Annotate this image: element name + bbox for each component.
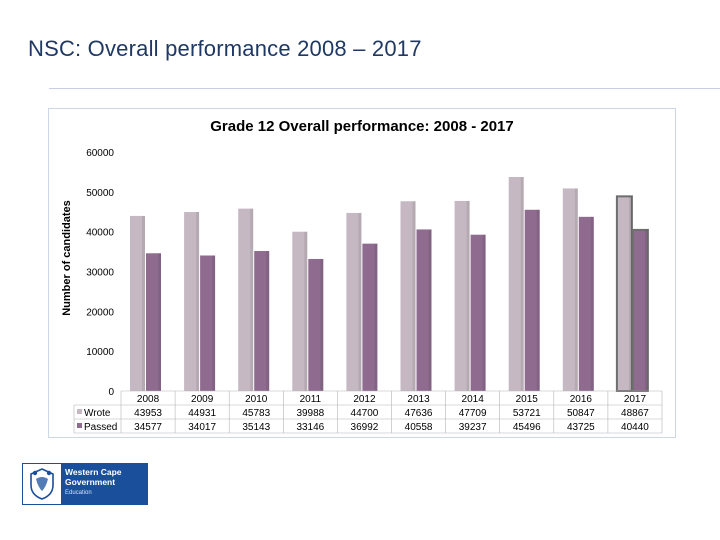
page-title: NSC: Overall performance 2008 – 2017 — [28, 36, 422, 61]
chart-title: Grade 12 Overall performance: 2008 - 201… — [210, 118, 514, 135]
logo-line-1: Western Cape — [65, 467, 122, 477]
logo-subline: Education — [65, 490, 92, 496]
coat-of-arms-icon — [23, 464, 61, 504]
western-cape-government-logo: Western Cape Government Education — [22, 463, 148, 505]
title-divider — [49, 88, 720, 89]
logo-line-2: Government — [65, 477, 116, 487]
chart-frame — [48, 108, 676, 438]
y-axis-label: Number of candidates — [61, 200, 73, 316]
